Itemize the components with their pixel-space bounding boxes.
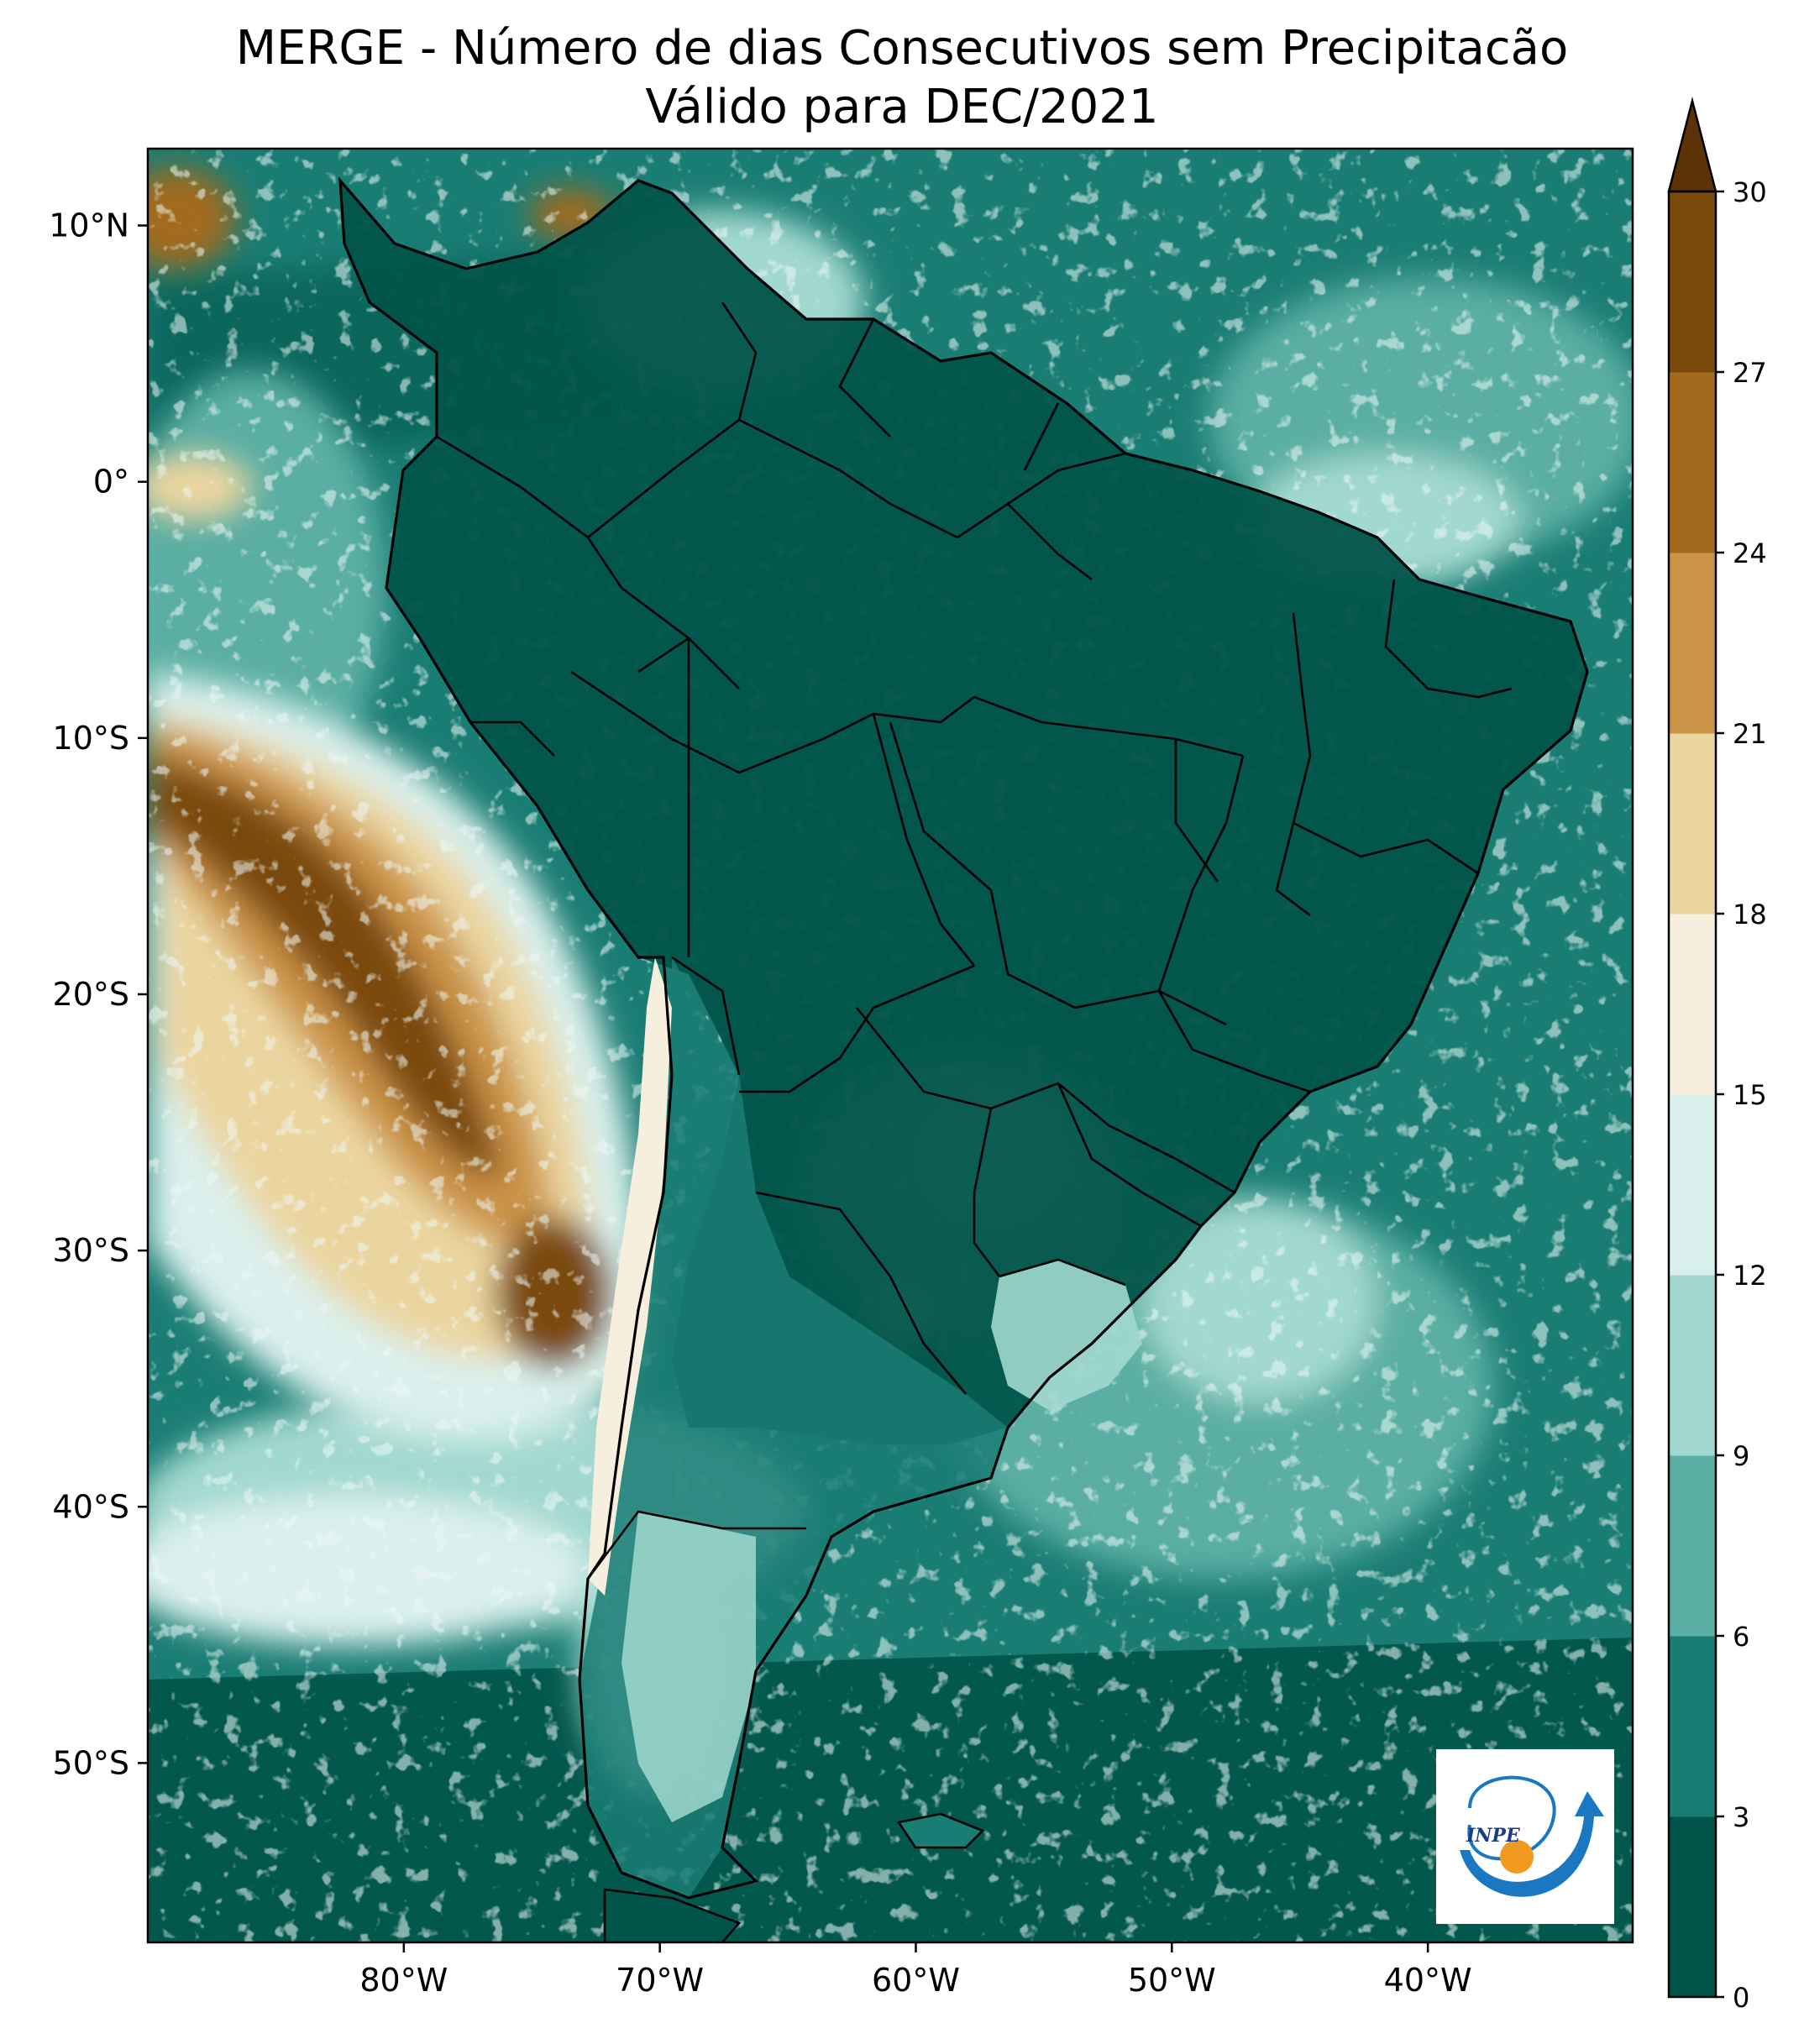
colorbar-segment [1669, 914, 1716, 1095]
lat-tick-label: 20°S [53, 976, 129, 1013]
colorbar-label: 24 [1733, 537, 1767, 569]
map-title: MERGE - Número de dias Consecutivos sem … [235, 21, 1569, 76]
logo-text: INPE [1466, 1825, 1521, 1847]
colorbar-label: 18 [1733, 899, 1767, 930]
colorbar-segment [1669, 1455, 1716, 1637]
colorbar-label: 27 [1733, 357, 1767, 389]
colorbar-segment [1669, 553, 1716, 734]
colorbar-label: 15 [1733, 1079, 1767, 1111]
precipitation-field [148, 149, 1633, 1942]
uruguay-light [991, 1260, 1142, 1411]
coastline [338, 176, 1589, 1900]
falkland-islands [896, 1812, 985, 1849]
lat-tick-label: 10°S [53, 720, 129, 757]
logo-orbit-icon [1467, 1775, 1556, 1861]
continent-interior [340, 181, 1587, 1444]
patagonia-light [621, 1512, 756, 1822]
colorbar-segment [1669, 191, 1716, 373]
colorbar-label: 3 [1733, 1801, 1749, 1833]
colorbar-segment [1669, 1275, 1716, 1456]
colorbar-segment [1669, 733, 1716, 915]
tierra-del-fuego [603, 1888, 742, 1942]
chile-coast-dry [588, 957, 672, 1596]
colorbar-segment [1669, 372, 1716, 553]
lon-tick-label: 60°W [872, 1962, 960, 1999]
colorbar-extend-arrow [1667, 97, 1717, 193]
lon-tick-label: 80°W [359, 1962, 448, 1999]
colorbar-label: 30 [1733, 176, 1767, 208]
lat-tick-label: 0° [93, 464, 129, 501]
logo-sun-icon [1500, 1840, 1534, 1874]
colorbar-label: 0 [1733, 1982, 1749, 2014]
latitude-ticks: 10°N 0° 10°S 20°S 30°S 40°S 50°S [49, 207, 148, 1781]
colorbar-label: 21 [1733, 718, 1767, 750]
lon-tick-label: 70°W [616, 1962, 704, 1999]
lat-tick-label: 40°S [53, 1488, 129, 1525]
colorbar-label: 9 [1733, 1440, 1749, 1472]
colorbar-segment [1669, 1094, 1716, 1276]
longitude-ticks: 80°W 70°W 60°W 50°W 40°W [359, 1942, 1472, 1999]
lat-tick-label: 10°N [49, 207, 129, 244]
inpe-logo: INPE [1436, 1749, 1614, 1924]
colorbar: 0 3 6 9 12 15 18 21 24 27 30 [1667, 97, 1767, 2014]
lat-tick-label: 30°S [53, 1232, 129, 1269]
lon-tick-label: 50°W [1128, 1962, 1216, 1999]
state-borders [436, 301, 1513, 1580]
colorbar-label: 12 [1733, 1260, 1767, 1292]
logo-arrow-icon [1460, 1791, 1604, 1897]
colorbar-segment [1669, 1636, 1716, 1817]
colorbar-segment [1669, 1816, 1716, 1998]
map-frame [146, 147, 1634, 1944]
lat-tick-label: 50°S [53, 1744, 129, 1781]
colorbar-label: 6 [1733, 1621, 1749, 1653]
lon-tick-label: 40°W [1384, 1962, 1472, 1999]
map-subtitle: Válido para DEC/2021 [645, 80, 1159, 134]
